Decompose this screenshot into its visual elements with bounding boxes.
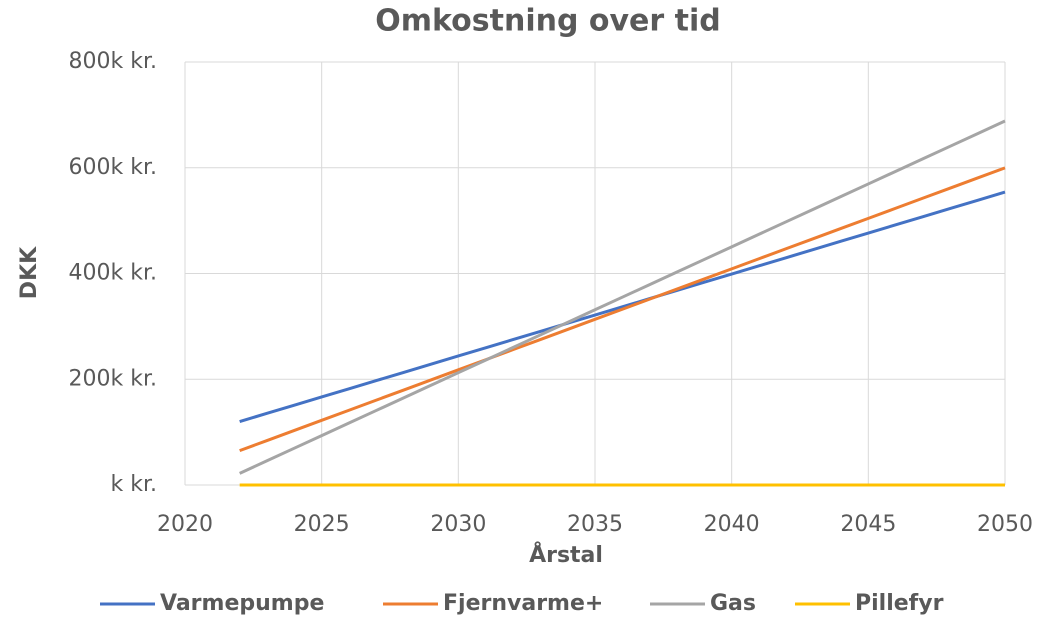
x-tick-label: 2025 bbox=[294, 512, 350, 537]
y-tick-label: 400k kr. bbox=[69, 261, 157, 286]
line-series bbox=[239, 190, 1006, 423]
y-tick-label: 800k kr. bbox=[69, 49, 157, 74]
line-series bbox=[239, 166, 1006, 453]
x-tick-label: 2035 bbox=[567, 512, 623, 537]
y-tick-label: 600k kr. bbox=[69, 155, 157, 180]
line-series bbox=[239, 119, 1006, 475]
x-tick-label: 2040 bbox=[704, 512, 760, 537]
legend-label: Varmepumpe bbox=[160, 591, 324, 616]
x-axis-title: Årstal bbox=[529, 542, 603, 568]
x-tick-label: 2050 bbox=[977, 512, 1033, 537]
x-tick-label: 2030 bbox=[430, 512, 486, 537]
y-axis-title: DKK bbox=[17, 246, 42, 299]
chart-title: Omkostning over tid bbox=[375, 4, 720, 39]
x-tick-label: 2020 bbox=[157, 512, 213, 537]
legend-label: Pillefyr bbox=[855, 591, 944, 616]
x-tick-label: 2045 bbox=[840, 512, 896, 537]
legend-label: Gas bbox=[710, 591, 756, 616]
y-tick-label: k kr. bbox=[111, 472, 158, 497]
y-tick-label: 200k kr. bbox=[69, 366, 157, 391]
legend-label: Fjernvarme+ bbox=[443, 591, 603, 616]
